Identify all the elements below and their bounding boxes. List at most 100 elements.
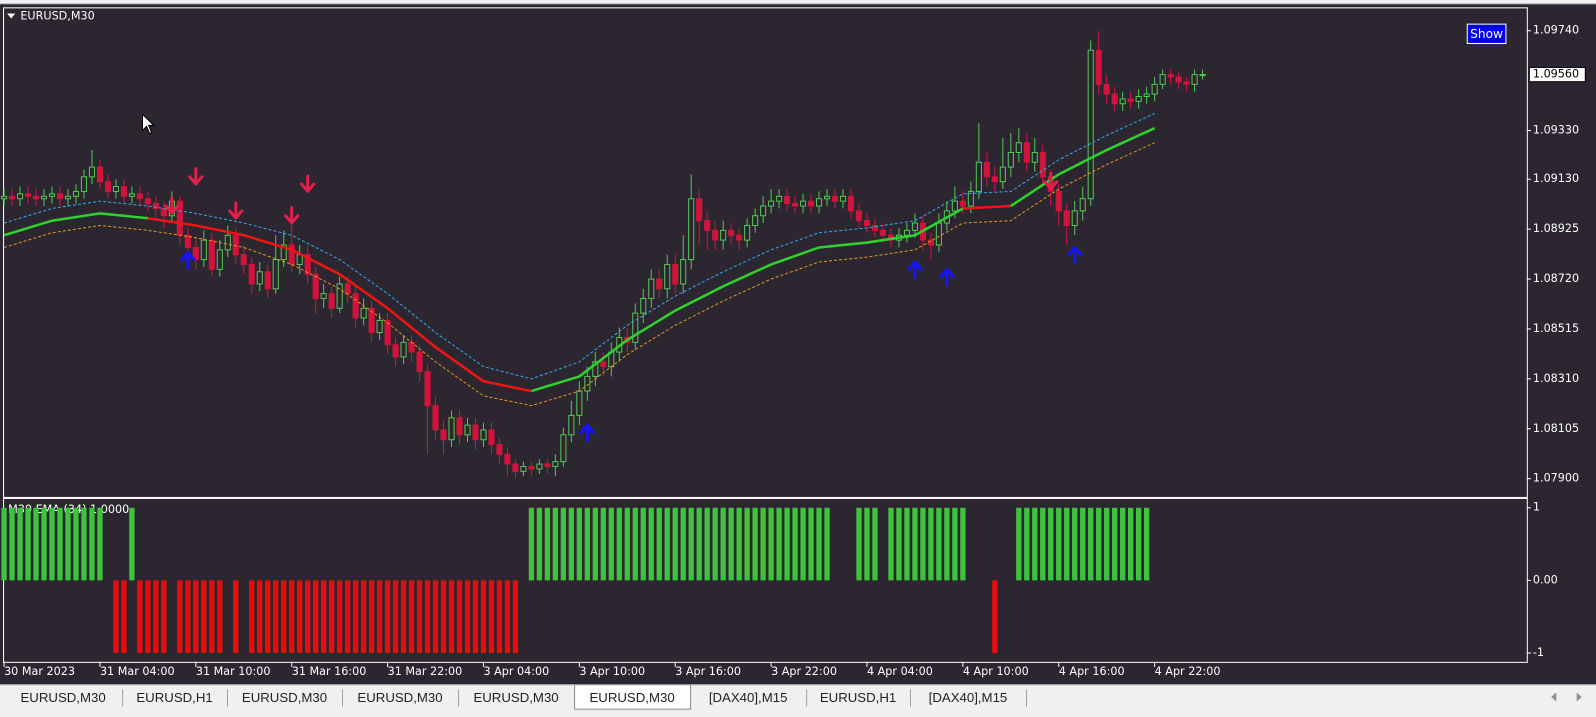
candle-body bbox=[480, 429, 487, 441]
histogram-bar bbox=[856, 507, 862, 581]
tab-label[interactable]: EURUSD,H1 bbox=[820, 690, 896, 705]
candle-body bbox=[792, 203, 799, 207]
candle-body bbox=[1191, 74, 1198, 85]
candle-body bbox=[408, 341, 415, 353]
candle-body bbox=[1031, 151, 1038, 163]
candle-body bbox=[440, 429, 447, 441]
histogram-bar bbox=[744, 507, 750, 581]
candle-body bbox=[967, 190, 974, 207]
candle-body bbox=[576, 390, 583, 416]
chart-symbol: EURUSD,M30 bbox=[20, 10, 94, 23]
histogram-bar bbox=[648, 507, 654, 581]
tab-label[interactable]: [DAX40],M15 bbox=[709, 690, 788, 705]
histogram-bar bbox=[25, 507, 31, 581]
candle-body bbox=[96, 166, 104, 183]
histogram-bar bbox=[800, 507, 806, 581]
candle-body bbox=[903, 229, 910, 236]
candle-body bbox=[1199, 74, 1206, 77]
candle-body bbox=[863, 220, 871, 227]
candle-body bbox=[1079, 198, 1086, 212]
histogram-bar bbox=[249, 580, 255, 654]
candle-body bbox=[376, 319, 383, 334]
histogram-bar bbox=[185, 580, 191, 654]
tab-label[interactable]: EURUSD,M30 bbox=[242, 690, 327, 705]
signal-arrow bbox=[164, 196, 180, 215]
tab-label[interactable]: EURUSD,M30 bbox=[20, 690, 105, 705]
histogram-bar bbox=[73, 507, 79, 581]
histogram-bar bbox=[1120, 507, 1126, 581]
candle-body bbox=[432, 405, 439, 431]
candle-body bbox=[951, 200, 958, 212]
candle-body bbox=[536, 463, 543, 470]
signal-arrow bbox=[284, 206, 300, 225]
candle-body bbox=[528, 465, 535, 470]
candle-body bbox=[1151, 83, 1158, 95]
tab-bar bbox=[0, 685, 1596, 717]
histogram-bar bbox=[1072, 507, 1078, 581]
scroll-left[interactable] bbox=[1551, 692, 1557, 702]
tab-label[interactable]: EURUSD,M30 bbox=[357, 690, 442, 705]
histogram-bar bbox=[960, 507, 966, 581]
signal-arrow bbox=[228, 201, 244, 220]
histogram-bar bbox=[97, 507, 103, 581]
histogram-bar bbox=[329, 580, 335, 654]
show-button[interactable] bbox=[1466, 23, 1507, 44]
tab-label[interactable]: EURUSD,M30 bbox=[589, 690, 674, 705]
candle-body bbox=[184, 234, 191, 248]
candle-body bbox=[9, 195, 16, 200]
histogram-bar bbox=[17, 507, 23, 581]
candle-body bbox=[600, 361, 607, 368]
histogram-bar bbox=[392, 580, 399, 654]
histogram-bar bbox=[816, 507, 822, 581]
histogram-bar bbox=[680, 507, 686, 581]
histogram-bar bbox=[265, 580, 271, 654]
histogram-bar bbox=[544, 507, 551, 581]
current-price-label: 1.09560 bbox=[1533, 68, 1579, 81]
x-tick-label: 31 Mar 16:00 bbox=[292, 665, 367, 678]
y-tick-label: 1.08925 bbox=[1533, 222, 1579, 235]
tab-label[interactable]: EURUSD,M30 bbox=[473, 690, 558, 705]
candle-body bbox=[656, 278, 663, 290]
histogram-bar bbox=[129, 507, 135, 581]
candle-body bbox=[831, 195, 839, 202]
candle-body bbox=[112, 186, 119, 192]
histogram-bar bbox=[161, 580, 167, 654]
histogram-bar bbox=[49, 507, 55, 581]
histogram-bar bbox=[552, 507, 559, 581]
menu-triangle[interactable] bbox=[7, 13, 16, 19]
signal-arrow bbox=[907, 260, 923, 279]
histogram-bar bbox=[512, 580, 519, 654]
histogram-bar bbox=[480, 580, 487, 654]
scroll-right[interactable] bbox=[1576, 692, 1582, 702]
show-button-label[interactable]: Show bbox=[1470, 27, 1503, 41]
tab-active[interactable] bbox=[574, 684, 692, 710]
signal-arrow bbox=[300, 174, 316, 193]
histogram-bar bbox=[1128, 507, 1134, 581]
histogram-bar bbox=[824, 507, 830, 581]
histogram-bar bbox=[368, 580, 375, 654]
tab-label[interactable]: EURUSD,H1 bbox=[136, 690, 212, 705]
candle-body bbox=[744, 224, 751, 241]
candle-body bbox=[760, 205, 767, 217]
histogram-bar bbox=[57, 507, 63, 581]
histogram-bar bbox=[944, 507, 950, 581]
histogram-bar bbox=[233, 580, 239, 654]
candle-body bbox=[1167, 74, 1174, 78]
candle-body bbox=[152, 203, 159, 209]
histogram-bar bbox=[504, 580, 511, 654]
histogram-bar bbox=[736, 507, 742, 581]
histogram-bar bbox=[568, 507, 575, 581]
tab-label[interactable]: [DAX40],M15 bbox=[929, 690, 1008, 705]
histogram-bar bbox=[1040, 507, 1046, 581]
histogram-bar bbox=[384, 580, 391, 654]
histogram-bar bbox=[121, 580, 127, 654]
candle-body bbox=[520, 465, 527, 472]
histogram-bar bbox=[952, 507, 958, 581]
candle-body bbox=[1007, 151, 1014, 168]
y-tick-label: -1 bbox=[1533, 646, 1544, 659]
x-tick-label: 30 Mar 2023 bbox=[4, 665, 75, 678]
histogram-bar bbox=[281, 580, 287, 654]
candle-body bbox=[1055, 190, 1062, 212]
histogram-bar bbox=[1064, 507, 1070, 581]
